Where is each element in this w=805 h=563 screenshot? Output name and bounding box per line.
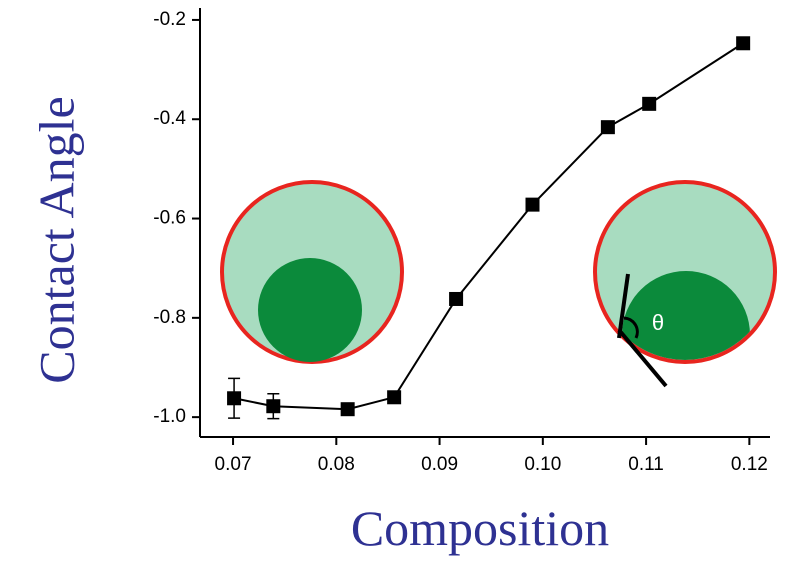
- droplet-inner: [622, 271, 750, 399]
- angle-label: θ: [652, 310, 664, 335]
- y-tick-label: -1.0: [153, 406, 186, 427]
- x-tick-label: 0.12: [731, 454, 768, 475]
- y-tick-label: -0.8: [153, 307, 186, 328]
- data-point: [642, 97, 656, 111]
- droplet-inner: [258, 258, 362, 362]
- y-axis-title: Contact Angle: [28, 96, 84, 383]
- data-point: [341, 402, 355, 416]
- y-tick-label: -0.2: [153, 9, 186, 30]
- y-tick-label: -0.4: [153, 108, 186, 129]
- y-tick-label: -0.6: [153, 208, 186, 229]
- x-axis-title: Composition: [351, 500, 609, 556]
- x-tick-label: 0.11: [628, 454, 664, 475]
- data-point: [266, 399, 280, 413]
- data-point: [449, 292, 463, 306]
- page: {"chart_data": {"type": "line", "xlabel"…: [0, 0, 805, 563]
- right-inset: θ: [595, 182, 775, 399]
- x-tick-label: 0.09: [421, 454, 458, 475]
- x-tick-label: 0.08: [318, 454, 355, 475]
- chart: θ Composition Contact Angle -0.2 -0.4 -0.6…: [0, 0, 805, 563]
- data-point: [736, 36, 750, 50]
- data-point: [387, 390, 401, 404]
- data-point: [227, 391, 241, 405]
- x-tick-label: 0.07: [215, 454, 252, 475]
- data-point: [526, 198, 540, 212]
- x-tick-label: 0.10: [524, 454, 561, 475]
- data-point: [601, 120, 615, 134]
- left-inset: [222, 182, 402, 362]
